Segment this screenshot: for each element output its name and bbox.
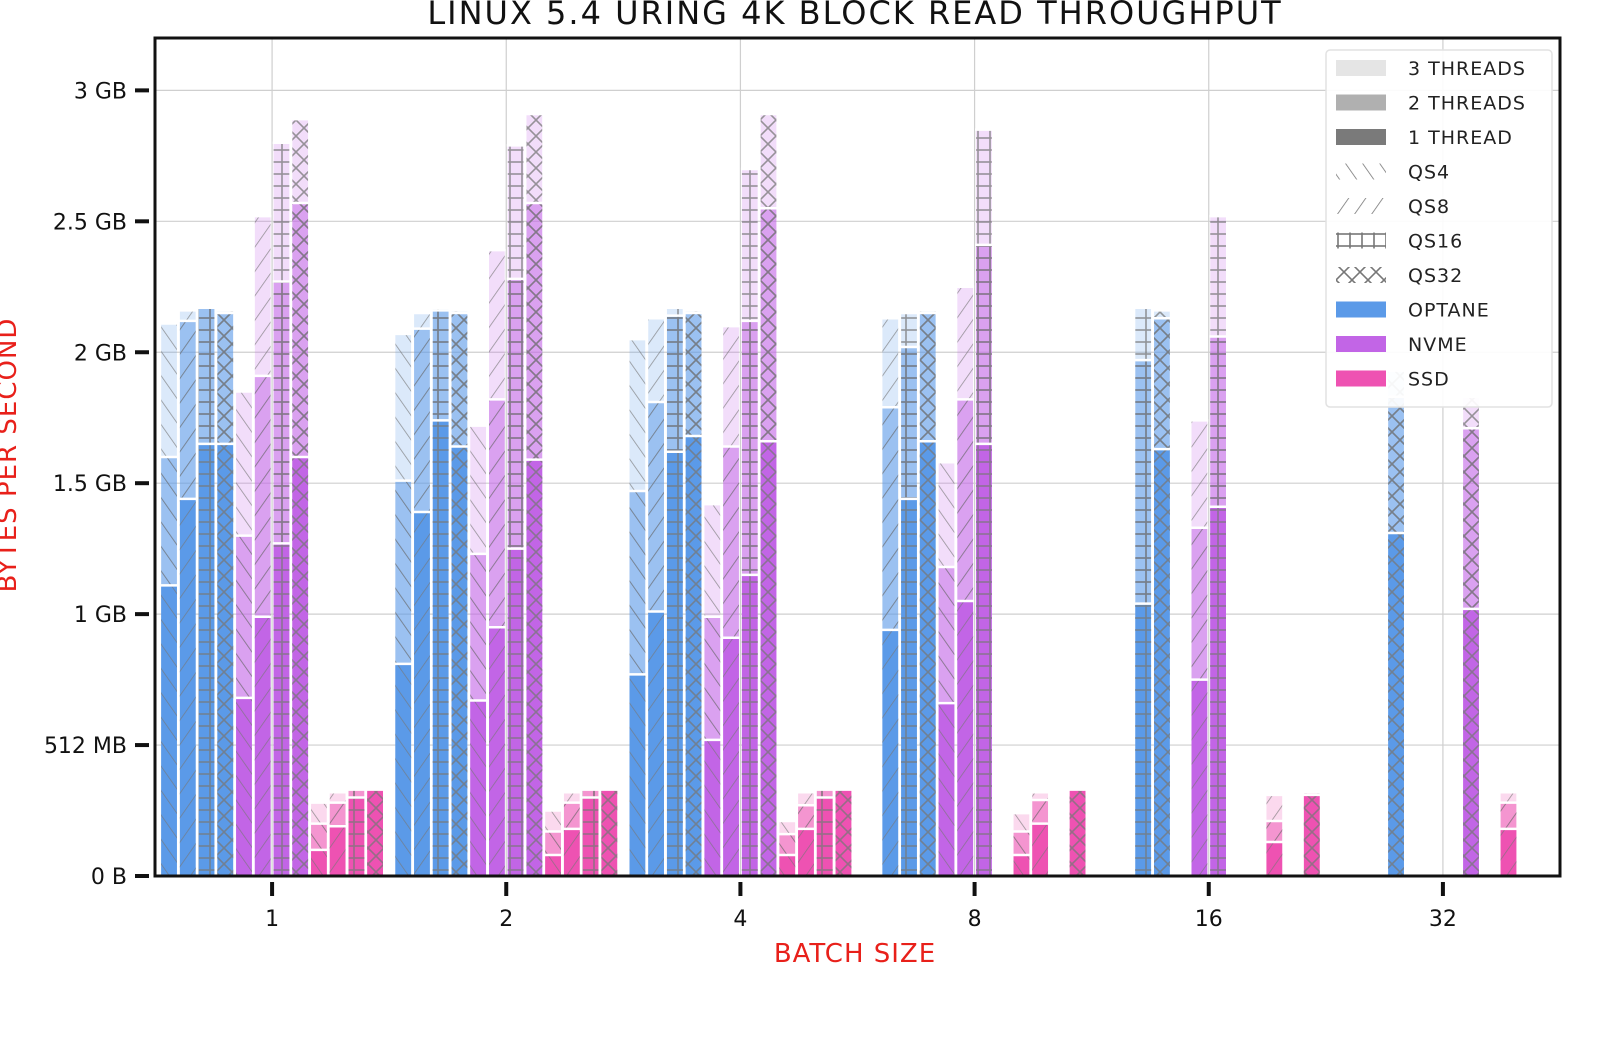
x-tick-label: 8 [968, 907, 982, 932]
bar-hatch-qs8 [179, 498, 196, 876]
grid-lines [155, 38, 1560, 877]
legend-swatch-legend_1 [1336, 129, 1386, 145]
legend-label: QS32 [1408, 265, 1463, 287]
bar-hatch-qs32 [601, 789, 618, 876]
legend-label: QS8 [1408, 196, 1450, 218]
bar-hatch-qs8 [414, 511, 430, 876]
legend-swatch-qs16 [1336, 232, 1386, 249]
legend-swatch-qs4 [1336, 163, 1386, 180]
legend-label: OPTANE [1408, 300, 1490, 322]
bar-hatch-qs4 [629, 674, 646, 876]
bar-hatch-qs32 [760, 441, 777, 876]
y-tick-label: 2 GB [74, 341, 127, 366]
bar-hatch-qs16 [901, 498, 917, 876]
legend-swatch-legend_2 [1336, 94, 1386, 111]
bar-hatch-qs16 [1135, 603, 1152, 876]
bar-hatch-qs32 [292, 457, 309, 876]
chart-title: LINUX 5.4 URING 4K BLOCK READ THROUGHPUT [427, 0, 1282, 32]
bar-hatch-qs16 [582, 797, 599, 876]
bar-hatch-qs16 [348, 797, 365, 876]
bar-hatch-qs16 [273, 543, 290, 876]
bar-hatch-qs4 [545, 855, 561, 876]
bar-hatch-qs8 [648, 611, 664, 876]
legend-label: 3 THREADS [1408, 58, 1526, 80]
bar-hatch-qs32 [526, 459, 543, 876]
bar-hatch-qs8 [329, 826, 346, 876]
legend-swatch-qs32 [1336, 267, 1386, 283]
bar-hatch-qs32 [217, 443, 234, 876]
bar-hatch-qs4 [779, 855, 796, 876]
bar-hatch-qs16 [741, 574, 758, 876]
legend-label: 2 THREADS [1408, 93, 1526, 115]
bar-hatch-qs4 [236, 697, 252, 876]
bar-hatch-qs4 [161, 585, 177, 876]
legend-label: QS4 [1408, 162, 1450, 184]
bar-hatch-qs32 [919, 441, 936, 876]
bar-hatch-qs8 [563, 828, 580, 876]
bar-hatch-qs32 [685, 436, 702, 876]
bar-hatch-qs16 [816, 797, 833, 876]
legend-label: QS16 [1408, 231, 1463, 253]
y-tick-label: 1.5 GB [53, 472, 127, 497]
y-tick-label: 0 B [91, 865, 127, 890]
bar-hatch-qs4 [470, 700, 487, 876]
bar-hatch-qs16 [507, 548, 524, 876]
bar-hatch-qs8 [723, 637, 739, 876]
bar-hatch-qs32 [835, 789, 852, 876]
y-tick-label: 512 MB [44, 734, 127, 759]
legend-swatch-optane [1336, 301, 1386, 318]
legend-swatch-qs8 [1336, 198, 1386, 214]
x-tick-label: 1 [265, 907, 279, 932]
bar-hatch-qs4 [938, 703, 955, 876]
x-axis: 1 2 4 8 16 32 [265, 882, 1457, 932]
bar-hatch-qs8 [882, 629, 899, 876]
bar-hatch-qs16 [976, 443, 992, 876]
bar-hatch-qs32 [1463, 608, 1479, 876]
bar-hatch-qs4 [704, 739, 721, 876]
x-tick-label: 16 [1195, 907, 1223, 932]
bar-hatch-qs8 [489, 627, 505, 876]
bar-hatch-qs8 [1500, 828, 1517, 876]
bar-hatch-qs16 [1210, 506, 1226, 876]
bar-hatch-qs32 [1388, 532, 1404, 876]
bar-hatch-qs4 [395, 663, 412, 876]
bar-series [160, 112, 1518, 877]
plot-frame [153, 36, 1562, 878]
x-tick-label: 32 [1429, 907, 1457, 932]
x-axis-label: BATCH SIZE [774, 939, 936, 969]
bar-hatch-qs8 [957, 601, 974, 876]
legend-label: 1 THREAD [1408, 127, 1513, 149]
bar-hatch-qs8 [1191, 679, 1208, 876]
y-tick-label: 3 GB [74, 79, 127, 104]
y-axis-label: BYTES PER SECOND [0, 318, 23, 593]
x-tick-label: 2 [499, 907, 513, 932]
legend-swatch-nvme [1336, 336, 1386, 352]
legend-label: SSD [1408, 369, 1450, 391]
bar-hatch-qs8 [798, 828, 814, 876]
legend-swatch-ssd [1336, 370, 1386, 387]
bar-hatch-qs32 [1069, 789, 1086, 876]
bar-hatch-qs32 [367, 789, 383, 876]
y-tick-label: 2.5 GB [53, 210, 127, 235]
bar-hatch-qs32 [1303, 794, 1320, 876]
x-tick-label: 4 [733, 907, 747, 932]
y-tick-label: 1 GB [74, 603, 127, 628]
bar-hatch-qs8 [1032, 823, 1049, 876]
bar-hatch-qs32 [1154, 449, 1170, 876]
legend-swatch-legend_3 [1336, 60, 1386, 76]
bar-hatch-qs8 [254, 616, 271, 876]
bar-hatch-qs32 [451, 446, 468, 876]
bar-hatch-qs16 [432, 420, 449, 876]
legend: 3 THREADS 2 THREADS 1 THREAD QS4 QS8 QS16 QS32… [1325, 49, 1553, 408]
bar-hatch-qs16 [198, 443, 215, 876]
bar-hatch-qs8 [1266, 841, 1283, 876]
legend-label: NVME [1408, 334, 1468, 356]
bar-hatch-qs16 [666, 451, 683, 876]
bar-hatch-qs4 [311, 849, 327, 876]
y-axis: 0 B 512 MB 1 GB 1.5 GB 2 GB 2.5 GB 3 GB [44, 79, 149, 890]
bar-hatch-qs4 [1013, 855, 1030, 876]
